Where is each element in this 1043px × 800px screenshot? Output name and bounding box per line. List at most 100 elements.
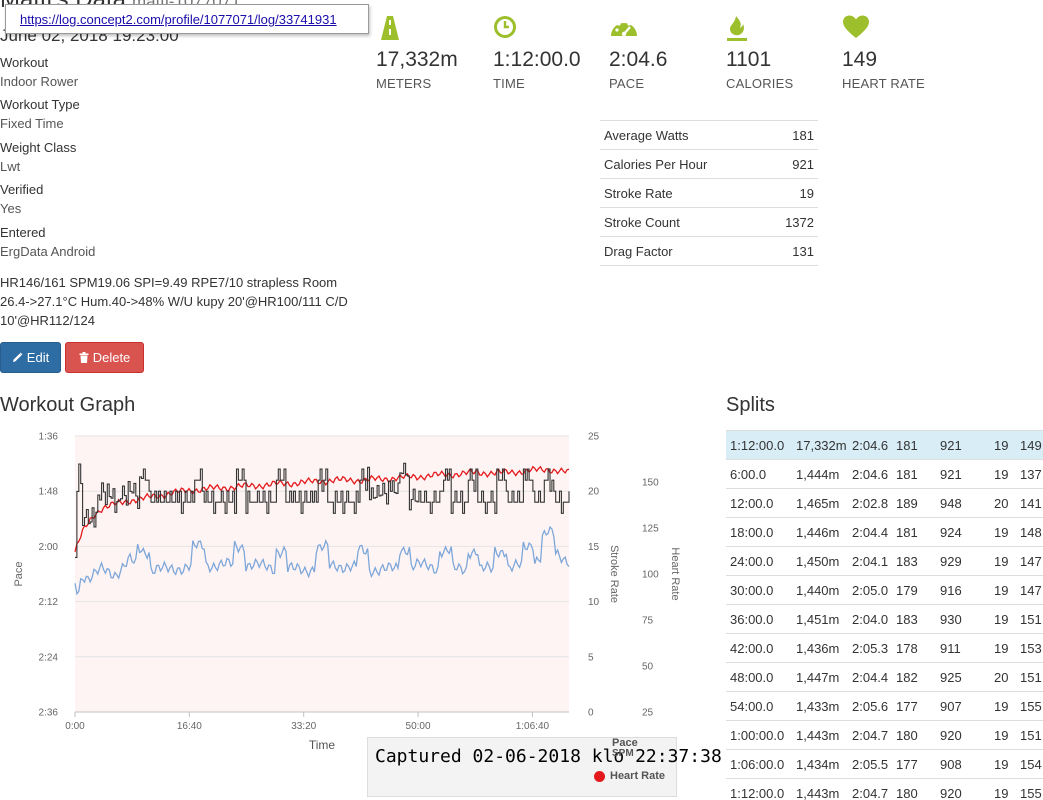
split-meters: 1,446m — [792, 517, 848, 547]
table-row: 6:00.0 1,444m 2:04.6 181 921 19 137 — [726, 459, 1043, 489]
metric-value: 131 — [792, 243, 814, 259]
legend-spm-label: SPM — [612, 748, 634, 759]
pace-tick-label: 2:12 — [39, 597, 59, 608]
metric-label: Stroke Count — [604, 214, 680, 230]
pace-axis: 1:36 1:48 2:00 2:12 2:24 2:36 — [39, 432, 59, 719]
split-cal: 907 — [936, 691, 990, 721]
splits-title: Splits — [726, 394, 775, 416]
split-pace: 2:05.0 — [848, 575, 892, 605]
split-cal: 929 — [936, 546, 990, 576]
split-time: 1:06:00.0 — [726, 749, 792, 779]
split-hr: 155 — [1016, 691, 1043, 721]
capture-timestamp: Captured 02-06-2018 klo 22:37:38 — [375, 746, 722, 767]
metric-value: 181 — [792, 127, 814, 143]
heart-rate-tick-label: 50 — [642, 662, 654, 673]
heart-rate-tick-label: 150 — [642, 478, 659, 489]
split-watts: 177 — [892, 691, 936, 721]
split-cal: 925 — [936, 662, 990, 692]
split-pace: 2:02.8 — [848, 488, 892, 518]
split-spm: 19 — [990, 459, 1016, 489]
split-cal: 930 — [936, 604, 990, 634]
workout-graph: 1:36 1:48 2:00 2:12 2:24 2:36 25 20 15 10 5 0 150 1… — [0, 422, 700, 762]
split-time: 1:00:00.0 — [726, 720, 792, 750]
stat-calories-label: CALORIES — [726, 76, 794, 91]
speedometer-icon — [611, 19, 637, 37]
table-row: 18:00.0 1,446m 2:04.4 181 924 19 148 — [726, 517, 1043, 547]
split-pace: 2:05.6 — [848, 691, 892, 721]
split-pace: 2:04.4 — [848, 517, 892, 547]
pace-tick-label: 1:36 — [39, 432, 59, 443]
series-layer — [74, 462, 570, 596]
pace-tick-label: 1:48 — [39, 487, 59, 498]
table-row: 1:12:00.0 1,443m 2:04.7 180 920 19 155 — [726, 778, 1043, 800]
capture-overlay: Captured 02-06-2018 klo 22:37:38 Pace SP… — [367, 737, 722, 797]
split-hr: 151 — [1016, 662, 1043, 692]
edit-button[interactable]: Edit — [0, 342, 61, 373]
series-line-spm — [75, 462, 570, 558]
stat-calories-value: 1101 — [726, 48, 772, 71]
legend-heart-rate: Heart Rate — [594, 770, 665, 782]
stroke-rate-axis-label: Stroke Rate — [608, 545, 620, 603]
split-cal: 916 — [936, 575, 990, 605]
info-value-workout-type: Fixed Time — [0, 116, 64, 131]
split-cal: 920 — [936, 720, 990, 750]
heart-rate-axis-label: Heart Rate — [669, 547, 681, 600]
split-watts: 189 — [892, 488, 936, 518]
time-tick-label: 1:06:40 — [516, 721, 550, 732]
split-meters: 1,465m — [792, 488, 848, 518]
stroke-rate-tick-label: 25 — [588, 432, 600, 443]
split-cal: 921 — [936, 459, 990, 489]
pace-tick-label: 2:24 — [39, 652, 59, 663]
split-pace: 2:05.5 — [848, 749, 892, 779]
workout-graph-title: Workout Graph — [0, 394, 136, 416]
metric-label: Average Watts — [604, 127, 689, 143]
split-cal: 911 — [936, 633, 990, 663]
flame-icon — [727, 16, 747, 41]
split-meters: 1,451m — [792, 604, 848, 634]
split-pace: 2:04.7 — [848, 720, 892, 750]
x-axis-label: Time — [309, 738, 336, 752]
stat-meters-label: METERS — [376, 76, 432, 91]
info-label-workout-type: Workout Type — [0, 97, 80, 112]
legend-heart-rate-dot — [594, 770, 605, 782]
metric-label: Drag Factor — [604, 243, 673, 259]
log-url-link[interactable]: https://log.concept2.com/profile/1077071… — [20, 12, 337, 27]
split-cal: 920 — [936, 778, 990, 800]
split-time: 48:00.0 — [726, 662, 792, 692]
split-spm: 19 — [990, 546, 1016, 576]
stat-pace-value: 2:04.6 — [609, 48, 668, 71]
split-meters: 1,443m — [792, 720, 848, 750]
split-spm: 19 — [990, 749, 1016, 779]
heart-rate-tick-label: 25 — [642, 708, 654, 719]
delete-button[interactable]: Delete — [65, 342, 144, 373]
time-tick-label: 50:00 — [406, 721, 431, 732]
info-value-verified: Yes — [0, 201, 22, 216]
split-spm: 19 — [990, 430, 1016, 460]
time-axis: 0:00 16:40 33:20 50:00 1:06:40 — [65, 712, 550, 732]
split-cal: 948 — [936, 488, 990, 518]
stat-meters-value: 17,332m — [376, 48, 458, 71]
split-spm: 19 — [990, 517, 1016, 547]
metric-value: 921 — [792, 156, 814, 172]
metric-row-drag-factor: Drag Factor 131 — [600, 237, 818, 266]
split-cal: 921 — [936, 430, 990, 460]
split-watts: 180 — [892, 778, 936, 800]
workout-comment: HR146/161 SPM19.06 SPI=9.49 RPE7/10 stra… — [0, 275, 348, 328]
split-time: 6:00.0 — [726, 459, 792, 489]
split-watts: 181 — [892, 459, 936, 489]
stroke-rate-tick-label: 0 — [588, 708, 594, 719]
split-time: 54:00.0 — [726, 691, 792, 721]
split-meters: 1,436m — [792, 633, 848, 663]
split-spm: 19 — [990, 720, 1016, 750]
info-label-workout: Workout — [0, 55, 49, 70]
metrics-table: Average Watts 181 Calories Per Hour 921 … — [600, 120, 818, 266]
heart-rate-tick-label: 100 — [642, 570, 659, 581]
heart-icon — [843, 15, 869, 38]
split-time: 1:12:00.0 — [726, 430, 792, 460]
split-meters: 1,440m — [792, 575, 848, 605]
metric-row-average-watts: Average Watts 181 — [600, 121, 818, 150]
split-spm: 20 — [990, 662, 1016, 692]
split-cal: 924 — [936, 517, 990, 547]
split-pace: 2:04.1 — [848, 546, 892, 576]
